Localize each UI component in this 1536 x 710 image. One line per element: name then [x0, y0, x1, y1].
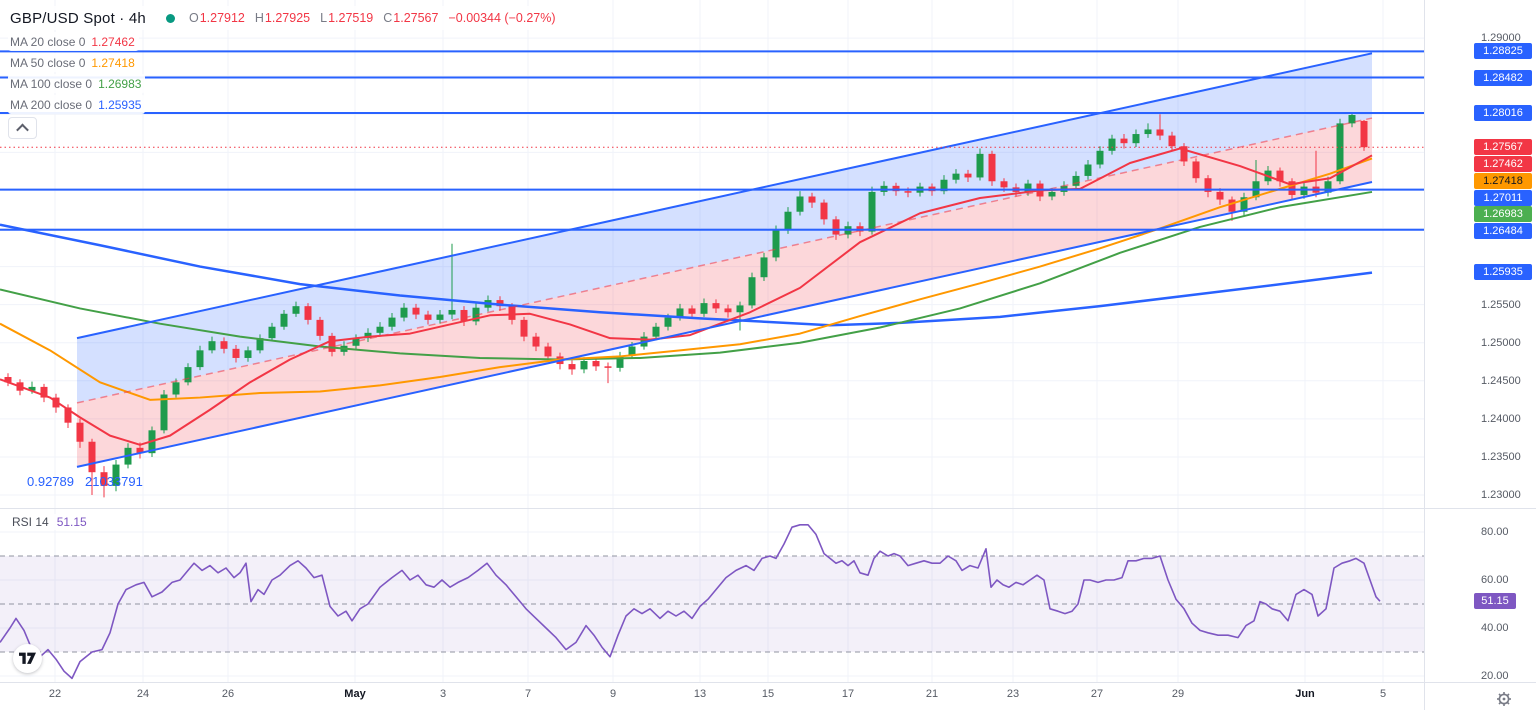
axis-settings-gear-icon[interactable] [1496, 691, 1512, 707]
rsi-value: 51.15 [56, 515, 87, 529]
price-tick-label: 1.29000 [1481, 32, 1521, 45]
indicator-value: 1.27418 [91, 55, 135, 70]
indicator-value: 1.27462 [91, 34, 135, 49]
price-badge: 1.25935 [1474, 264, 1532, 280]
ohlc-values: O 1.27912 H 1.27925 L 1.27519 C 1.27567 [189, 11, 439, 25]
time-tick-label: 13 [693, 688, 707, 700]
time-tick-label: 17 [841, 688, 855, 700]
rsi-legend-row[interactable]: RSI 14 51.15 [8, 514, 91, 530]
time-tick-label: 21 [925, 688, 939, 700]
channel-annotation-value-2: 21033791 [85, 474, 143, 489]
price-tick-label: 1.23500 [1481, 450, 1521, 463]
price-badge: 1.26983 [1474, 206, 1532, 222]
price-badge: 1.27011 [1474, 190, 1532, 206]
time-tick-label: 22 [48, 688, 62, 700]
time-tick-label: 15 [761, 688, 775, 700]
price-badge: 1.28016 [1474, 105, 1532, 121]
time-tick-label: 24 [136, 688, 150, 700]
chart-legend: GBP/USD Spot · 4h O 1.27912 H 1.27925 L 1.275… [8, 6, 560, 116]
time-tick-label: May [344, 688, 366, 700]
indicator-name: MA 200 close 0 [10, 97, 93, 112]
indicator-row[interactable]: MA 20 close 0 1.27462 [8, 32, 139, 51]
indicator-name: MA 50 close 0 [10, 55, 86, 70]
indicator-row[interactable]: MA 50 close 0 1.27418 [8, 53, 139, 72]
time-tick-label: 5 [1379, 688, 1387, 700]
time-tick-label: 27 [1090, 688, 1104, 700]
price-badge: 1.28482 [1474, 70, 1532, 86]
ohlc-item: O 1.27912 [188, 11, 245, 25]
chevron-up-icon [16, 123, 29, 136]
indicator-legend-rows: MA 20 close 0 1.27462 MA 50 close 0 1.27418… [8, 32, 560, 114]
indicator-name: MA 100 close 0 [10, 76, 93, 91]
price-badge: 1.27567 [1474, 139, 1532, 155]
rsi-badge: 51.15 [1474, 593, 1516, 609]
time-tick-label: 23 [1006, 688, 1020, 700]
time-tick-label: 9 [609, 688, 617, 700]
rsi-tick-label: 60.00 [1481, 574, 1509, 586]
legend-collapse-button[interactable] [8, 117, 37, 139]
indicator-row[interactable]: MA 100 close 0 1.26983 [8, 74, 146, 93]
price-tick-label: 1.24500 [1481, 374, 1521, 387]
ohlc-item: C 1.27567 [383, 11, 439, 25]
symbol-title: GBP/USD Spot · 4h [10, 9, 146, 27]
ohlc-item: H 1.27925 [254, 11, 311, 25]
indicator-value: 1.25935 [98, 97, 142, 112]
time-tick-label: 7 [524, 688, 532, 700]
time-tick-label: Jun [1295, 688, 1315, 700]
price-tick-label: 1.23000 [1481, 489, 1521, 502]
rsi-tick-label: 80.00 [1481, 526, 1509, 538]
ohlc-item: L 1.27519 [320, 11, 374, 25]
time-tick-label: 29 [1171, 688, 1185, 700]
rsi-tick-label: 40.00 [1481, 622, 1509, 634]
channel-annotation-value-1: 0.92789 [27, 474, 74, 489]
price-badge: 1.27462 [1474, 156, 1532, 172]
indicator-row[interactable]: MA 200 close 0 1.25935 [8, 95, 146, 114]
time-tick-label: 26 [221, 688, 235, 700]
tradingview-logo-icon [19, 652, 36, 664]
price-tick-label: 1.25000 [1481, 336, 1521, 349]
time-tick-label: 3 [439, 688, 447, 700]
market-status-dot-icon [165, 13, 175, 23]
indicator-name: MA 20 close 0 [10, 34, 86, 49]
price-tick-label: 1.25500 [1481, 298, 1521, 311]
price-tick-label: 1.24000 [1481, 412, 1521, 425]
rsi-indicator-name: RSI 14 [12, 515, 49, 529]
channel-annotation[interactable]: 0.92789 21033791 [27, 474, 143, 489]
tradingview-logo[interactable] [13, 644, 42, 673]
indicator-value: 1.26983 [98, 76, 142, 91]
symbol-row[interactable]: GBP/USD Spot · 4h O 1.27912 H 1.27925 L 1.275… [8, 6, 560, 30]
rsi-tick-label: 20.00 [1481, 670, 1509, 682]
price-change: −0.00344 (−0.27%) [448, 11, 556, 25]
price-badge: 1.26484 [1474, 223, 1532, 239]
price-badge: 1.28825 [1474, 43, 1532, 59]
price-badge: 1.27418 [1474, 173, 1532, 189]
